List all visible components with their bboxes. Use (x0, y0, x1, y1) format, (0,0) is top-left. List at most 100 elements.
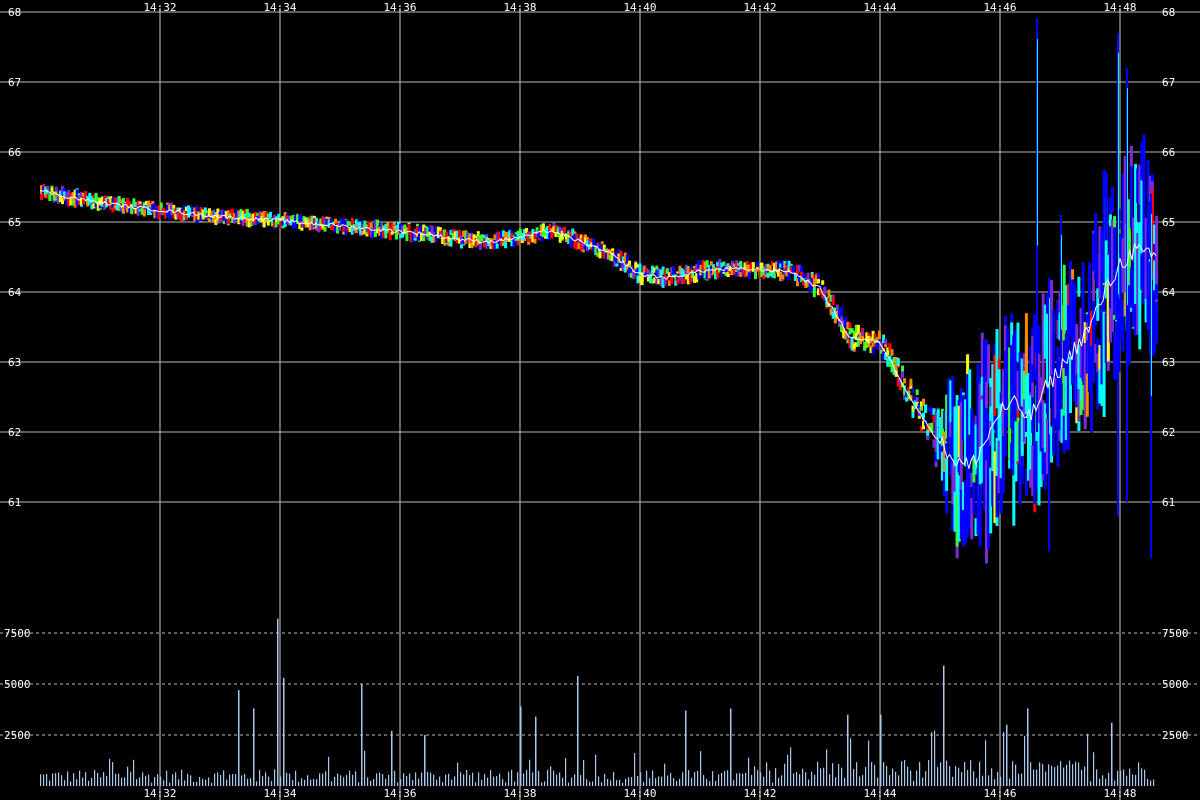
price-band-segment (216, 208, 220, 215)
price-band-segment (54, 186, 58, 194)
price-band-segment (363, 228, 367, 235)
price-band-segment (676, 275, 680, 285)
price-band-segment (871, 330, 875, 340)
price-band-segment (955, 495, 959, 547)
price-band-segment (1018, 352, 1022, 376)
price-band-segment (835, 310, 839, 320)
volume-bar (1045, 771, 1047, 786)
price-band-segment (260, 212, 264, 218)
price-band-segment (961, 510, 965, 547)
price-band-segment (523, 228, 526, 238)
price-band-segment (508, 233, 512, 242)
price-band-segment (124, 202, 127, 210)
volume-bar (931, 732, 933, 786)
price-band-segment (932, 415, 936, 423)
price-band-segment (993, 354, 997, 417)
price-band-segment (359, 221, 363, 231)
price-band-segment (865, 339, 869, 347)
volume-bar (313, 778, 315, 786)
price-band-segment (1014, 421, 1018, 478)
x-tick-label-bottom: 14:32 (143, 787, 176, 800)
volume-bar (532, 772, 534, 786)
price-band-segment (787, 272, 791, 281)
price-band-segment (894, 370, 898, 377)
price-band-segment (964, 480, 967, 497)
price-band-segment (726, 267, 730, 273)
price-band-segment (810, 273, 814, 278)
price-band-segment (1096, 288, 1100, 321)
price-band-segment (978, 484, 982, 547)
price-band-segment (869, 347, 873, 354)
volume-bar (46, 773, 48, 786)
price-band-segment (1039, 376, 1043, 404)
price-band-segment (590, 238, 594, 246)
volume-bar (496, 775, 498, 786)
price-band-segment (63, 195, 67, 201)
volume-bar (460, 772, 462, 786)
volume-bar (229, 774, 231, 786)
price-band-segment (512, 237, 516, 247)
price-band-segment (922, 398, 925, 406)
volume-bar (1078, 762, 1080, 786)
y-tick-label-right: 67 (1162, 76, 1175, 89)
price-band-segment (999, 403, 1003, 441)
price-band-segment (724, 263, 728, 269)
price-band-segment (730, 262, 734, 268)
price-band-segment (945, 394, 949, 439)
price-band-segment (852, 343, 856, 350)
price-band-segment (262, 218, 266, 228)
price-band-segment (775, 265, 778, 271)
price-band-segment (434, 225, 438, 235)
price-band-segment (1041, 293, 1045, 394)
volume-bar (199, 776, 201, 786)
price-band-segment (430, 236, 434, 243)
price-band-segment (861, 330, 865, 340)
price-band-segment (602, 249, 606, 259)
price-band-segment (703, 261, 707, 272)
price-band-segment (602, 244, 606, 254)
price-band-segment (840, 324, 844, 333)
price-band-segment (75, 189, 79, 198)
volume-bar (976, 778, 978, 786)
price-band-segment (548, 230, 552, 240)
price-band-segment (1071, 279, 1075, 368)
price-band-segment (821, 280, 825, 285)
price-band-segment (609, 249, 613, 254)
price-band-segment (233, 217, 237, 224)
price-band-segment (464, 238, 468, 244)
volume-bar (871, 762, 873, 786)
volume-bar (322, 773, 324, 786)
price-band-segment (535, 232, 539, 238)
price-band-segment (957, 405, 961, 458)
price-band-segment (611, 252, 615, 262)
volume-bar (292, 780, 294, 786)
volume-bar (40, 774, 42, 786)
price-band-segment (365, 231, 369, 237)
price-band-segment (426, 227, 430, 234)
price-band-segment (155, 207, 159, 217)
volume-bar (592, 781, 594, 786)
volume-bar (397, 782, 399, 786)
price-band-segment (1096, 253, 1100, 322)
price-band-segment (613, 258, 617, 267)
price-band-segment (987, 344, 991, 384)
price-trace-line (39, 189, 1157, 469)
price-band-segment (56, 193, 60, 202)
price-band-segment (1001, 386, 1005, 437)
price-band-segment (510, 236, 514, 247)
volume-bar (418, 778, 420, 786)
price-band-segment (397, 221, 400, 230)
price-band-segment (499, 231, 503, 240)
volume-bar (256, 781, 258, 786)
price-band-segment (880, 349, 883, 354)
price-band-segment (250, 214, 253, 224)
price-band-segment (109, 200, 113, 210)
price-band-segment (1134, 163, 1138, 216)
price-band-segment (61, 185, 64, 195)
price-band-segment (277, 217, 281, 225)
price-band-segment (411, 234, 415, 243)
price-band-segment (296, 213, 300, 223)
volume-bar (1108, 772, 1110, 786)
price-band-segment (149, 207, 153, 212)
volume-bar (331, 781, 333, 786)
